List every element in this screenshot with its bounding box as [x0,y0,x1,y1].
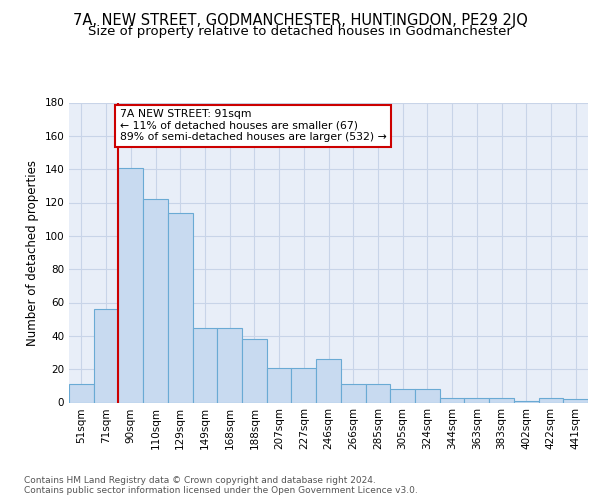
Bar [118,168,143,402]
Bar [143,199,168,402]
Bar [390,389,415,402]
Y-axis label: Number of detached properties: Number of detached properties [26,160,39,346]
Text: 7A NEW STREET: 91sqm
← 11% of detached houses are smaller (67)
89% of semi-detac: 7A NEW STREET: 91sqm ← 11% of detached h… [119,109,386,142]
Bar [341,384,365,402]
Bar [292,368,316,402]
Bar [415,389,440,402]
Bar [242,339,267,402]
Bar [464,398,489,402]
Text: 7A, NEW STREET, GODMANCHESTER, HUNTINGDON, PE29 2JQ: 7A, NEW STREET, GODMANCHESTER, HUNTINGDO… [73,12,527,28]
Bar [440,398,464,402]
Bar [514,401,539,402]
Bar [563,399,588,402]
Bar [539,398,563,402]
Text: Size of property relative to detached houses in Godmanchester: Size of property relative to detached ho… [88,25,512,38]
Bar [267,368,292,402]
Bar [94,309,118,402]
Bar [365,384,390,402]
Bar [193,328,217,402]
Bar [217,328,242,402]
Bar [489,398,514,402]
Bar [316,359,341,403]
Bar [69,384,94,402]
Text: Contains HM Land Registry data © Crown copyright and database right 2024.
Contai: Contains HM Land Registry data © Crown c… [24,476,418,495]
Bar [168,212,193,402]
